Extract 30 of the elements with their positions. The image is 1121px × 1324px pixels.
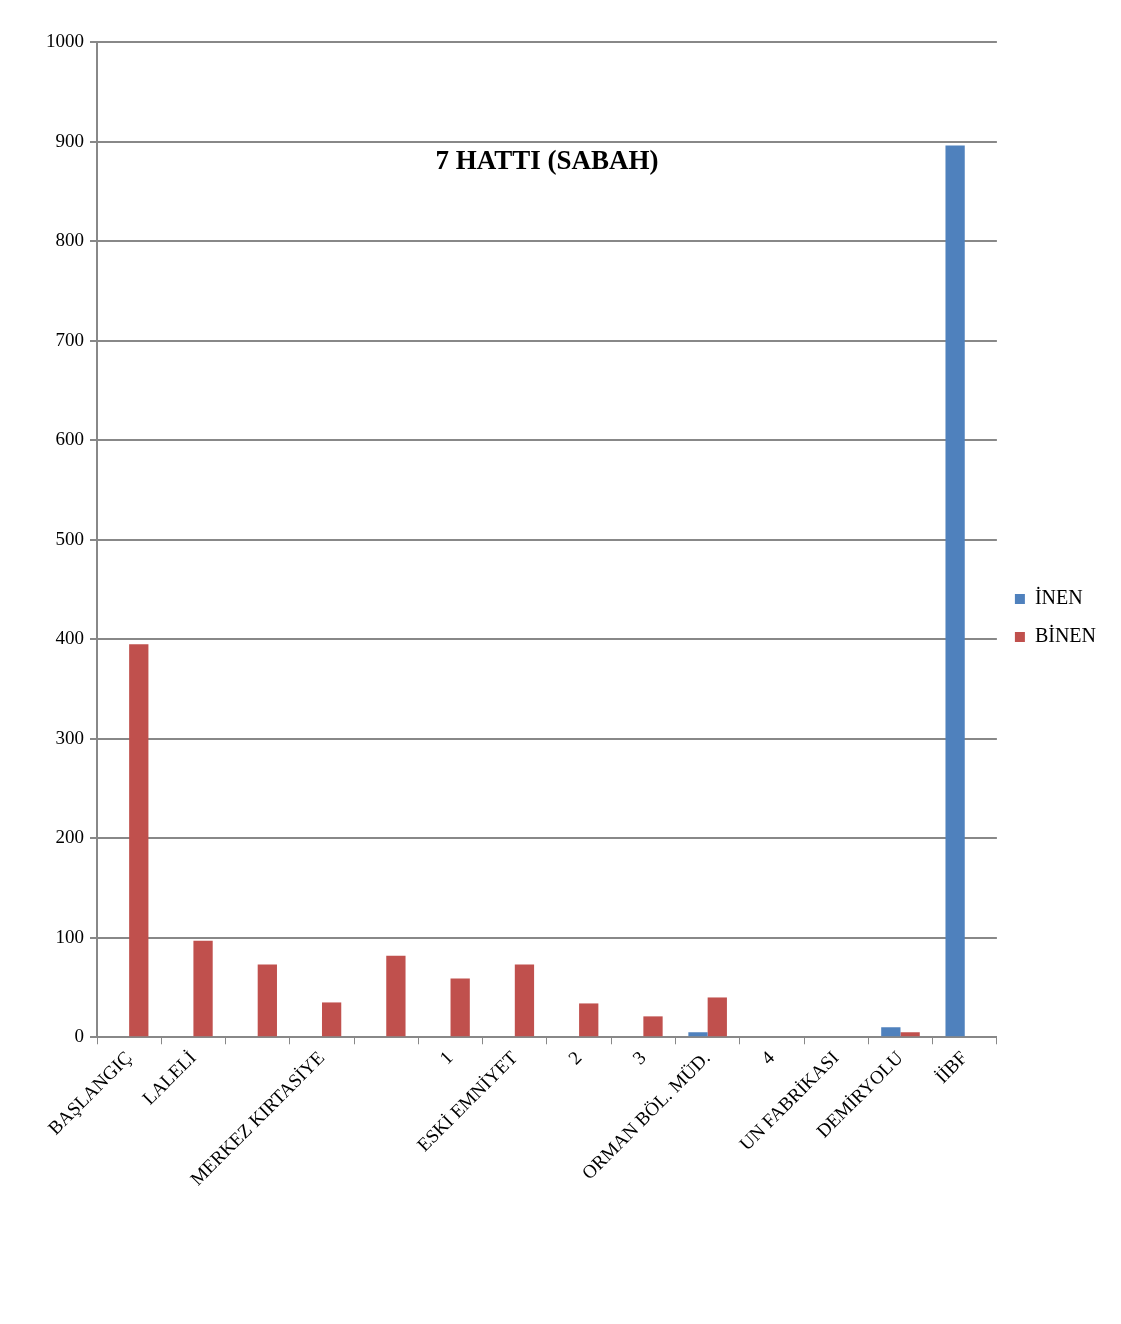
bar	[193, 940, 213, 1037]
legend-label: İNEN	[1034, 586, 1083, 609]
bar	[643, 1016, 663, 1037]
bar	[514, 964, 535, 1037]
x-tick-label: 3	[628, 1046, 650, 1069]
y-tick-label: 1000	[46, 29, 84, 51]
y-tick-label: 900	[55, 129, 84, 151]
y-tick-label: 100	[55, 925, 84, 947]
bar	[579, 1003, 599, 1037]
bar	[386, 955, 406, 1037]
legend-label: BİNEN	[1034, 624, 1097, 647]
y-tick-label: 700	[55, 328, 84, 350]
bar	[257, 964, 277, 1037]
bar	[881, 1027, 901, 1037]
y-tick-label: 200	[55, 826, 84, 848]
bar	[900, 1032, 920, 1037]
y-tick-label: 800	[55, 229, 84, 251]
y-tick-label: 500	[55, 527, 84, 549]
y-tick-label: 0	[74, 1025, 84, 1047]
x-tick-label: 2	[563, 1046, 586, 1069]
y-tick-label: 600	[55, 428, 84, 450]
bar	[321, 1002, 342, 1037]
bar	[450, 978, 470, 1037]
bar	[688, 1032, 708, 1037]
y-tick-label: 400	[55, 627, 84, 649]
text: 7 HATTI (SABAH)	[435, 144, 659, 175]
bar	[707, 997, 727, 1037]
bar	[129, 644, 149, 1037]
bar	[945, 145, 965, 1037]
y-tick-label: 300	[55, 726, 84, 748]
